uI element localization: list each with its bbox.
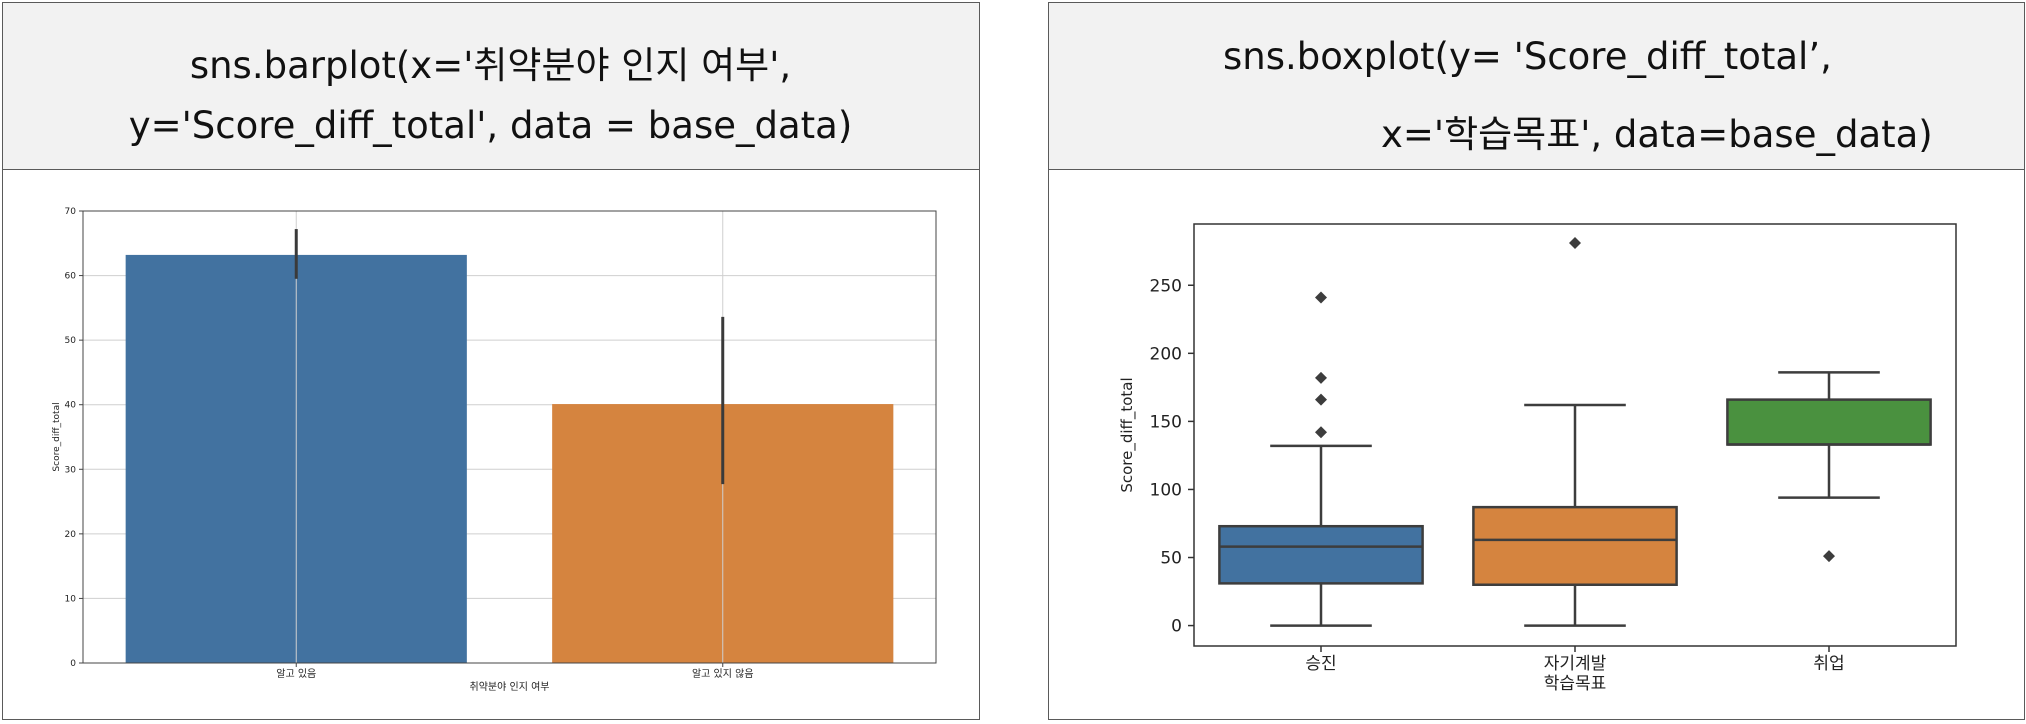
plot-frame	[82, 210, 937, 664]
y-tick-label: 0	[1171, 617, 1182, 637]
y-tick-label: 250	[1150, 276, 1182, 296]
outlier-point	[1315, 371, 1327, 384]
outlier-point	[1823, 550, 1835, 563]
y-tick-label: 30	[65, 465, 77, 475]
y-tick-label: 0	[70, 659, 76, 669]
box	[1218, 524, 1424, 585]
boxplot-panel: sns.boxplot(y= 'Score_diff_total’, x='학습…	[1048, 2, 2025, 720]
boxplot-code-header: sns.boxplot(y= 'Score_diff_total’, x='학습…	[1049, 3, 2024, 170]
x-tick-label: 자기계발	[1544, 654, 1607, 674]
barplot-code-header: sns.barplot(x='취약분야 인지 여부', y='Score_dif…	[3, 3, 979, 170]
y-tick-label: 100	[1150, 480, 1182, 500]
barplot-panel: sns.barplot(x='취약분야 인지 여부', y='Score_dif…	[2, 2, 980, 720]
y-axis-label: Score_diff_total	[52, 402, 62, 471]
x-tick-label: 승진	[1305, 654, 1336, 674]
code-line-2: y='Score_diff_total', data = base_data)	[128, 104, 853, 147]
code-line-1: sns.barplot(x='취약분야 인지 여부',	[189, 44, 792, 87]
outlier-point	[1315, 393, 1327, 406]
x-axis-label: 취약분야 인지 여부	[470, 681, 550, 693]
x-tick-label: 취업	[1813, 654, 1844, 674]
y-tick-label: 60	[65, 272, 77, 282]
x-tick-label: 알고 있음	[276, 668, 316, 680]
outlier-point	[1315, 291, 1327, 304]
x-tick-label: 알고 있지 않음	[692, 668, 754, 680]
y-tick-label: 20	[65, 530, 77, 540]
y-tick-label: 40	[65, 401, 77, 411]
outlier-point	[1315, 426, 1327, 439]
y-tick-label: 50	[1160, 549, 1182, 569]
box	[1726, 398, 1932, 446]
y-tick-label: 200	[1150, 344, 1182, 364]
y-tick-label: 50	[65, 336, 77, 346]
y-tick-label: 10	[65, 594, 77, 604]
code-line-1: sns.boxplot(y= 'Score_diff_total’,	[1223, 35, 1832, 78]
y-axis-label: Score_diff_total	[1118, 377, 1137, 492]
outlier-point	[1569, 237, 1581, 250]
box	[1472, 505, 1678, 586]
y-tick-label: 70	[65, 207, 77, 217]
x-axis-label: 학습목표	[1544, 674, 1607, 694]
y-tick-label: 150	[1150, 412, 1182, 432]
code-line-2: x='학습목표', data=base_data)	[1381, 113, 1933, 156]
